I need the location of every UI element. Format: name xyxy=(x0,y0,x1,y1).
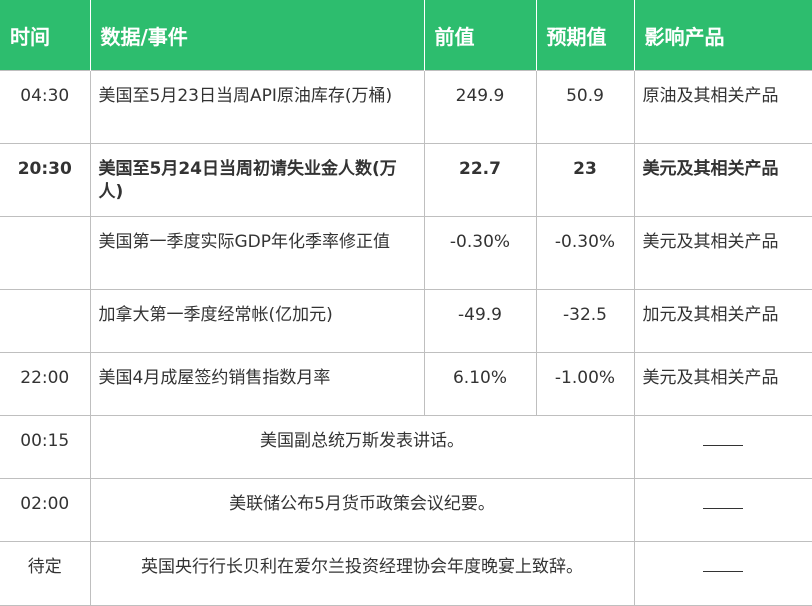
row-impact: 美元及其相关产品 xyxy=(633,143,812,217)
row-impact: 美元及其相关产品 xyxy=(633,352,812,416)
header-time: 时间 xyxy=(0,0,91,71)
event-description: 美联储公布5月货币政策会议纪要。 xyxy=(89,478,635,542)
table-row: 00:15 美国副总统万斯发表讲话。 xyxy=(0,415,812,479)
header-previous: 前值 xyxy=(424,0,537,71)
row-forecast: -1.00% xyxy=(535,352,635,416)
event-time: 02:00 xyxy=(0,478,91,542)
row-forecast: 23 xyxy=(535,143,635,217)
row-previous: 6.10% xyxy=(423,352,537,416)
table-row: 02:00 美联储公布5月货币政策会议纪要。 xyxy=(0,478,812,542)
table-row: 22:00 美国4月成屋签约销售指数月率 6.10% -1.00% 美元及其相关… xyxy=(0,352,812,416)
row-forecast: -32.5 xyxy=(535,289,635,353)
header-event: 数据/事件 xyxy=(90,0,425,71)
row-time: 04:30 xyxy=(0,70,91,144)
dash-line xyxy=(703,431,743,446)
row-impact: 原油及其相关产品 xyxy=(633,70,812,144)
event-description: 美国副总统万斯发表讲话。 xyxy=(89,415,635,479)
table-row: 加拿大第一季度经常帐(亿加元) -49.9 -32.5 加元及其相关产品 xyxy=(0,289,812,353)
row-event: 美国至5月24日当周初请失业金人数(万人) xyxy=(89,143,425,217)
impact-placeholder xyxy=(633,478,812,542)
event-time: 待定 xyxy=(0,541,91,606)
table-row: 美国第一季度实际GDP年化季率修正值 -0.30% -0.30% 美元及其相关产… xyxy=(0,216,812,290)
table-header-row: 时间 数据/事件 前值 预期值 影响产品 xyxy=(0,0,812,71)
event-description: 英国央行行长贝利在爱尔兰投资经理协会年度晚宴上致辞。 xyxy=(89,541,635,606)
row-time xyxy=(0,216,91,290)
impact-placeholder xyxy=(633,415,812,479)
row-impact: 美元及其相关产品 xyxy=(633,216,812,290)
row-forecast: 50.9 xyxy=(535,70,635,144)
header-forecast: 预期值 xyxy=(536,0,635,71)
header-impact: 影响产品 xyxy=(634,0,812,71)
dash-line xyxy=(703,494,743,509)
row-event: 美国4月成屋签约销售指数月率 xyxy=(89,352,425,416)
row-event: 美国至5月23日当周API原油库存(万桶) xyxy=(89,70,425,144)
dash-line xyxy=(703,557,743,572)
row-previous: 249.9 xyxy=(423,70,537,144)
row-time: 20:30 xyxy=(0,143,91,217)
row-event: 美国第一季度实际GDP年化季率修正值 xyxy=(89,216,425,290)
table-row: 04:30 美国至5月23日当周API原油库存(万桶) 249.9 50.9 原… xyxy=(0,70,812,144)
impact-placeholder xyxy=(633,541,812,606)
table-row: 20:30 美国至5月24日当周初请失业金人数(万人) 22.7 23 美元及其… xyxy=(0,143,812,217)
row-previous: 22.7 xyxy=(423,143,537,217)
row-impact: 加元及其相关产品 xyxy=(633,289,812,353)
table-row: 待定 英国央行行长贝利在爱尔兰投资经理协会年度晚宴上致辞。 xyxy=(0,541,812,606)
row-time: 22:00 xyxy=(0,352,91,416)
row-time xyxy=(0,289,91,353)
row-previous: -0.30% xyxy=(423,216,537,290)
row-forecast: -0.30% xyxy=(535,216,635,290)
event-time: 00:15 xyxy=(0,415,91,479)
row-previous: -49.9 xyxy=(423,289,537,353)
row-event: 加拿大第一季度经常帐(亿加元) xyxy=(89,289,425,353)
